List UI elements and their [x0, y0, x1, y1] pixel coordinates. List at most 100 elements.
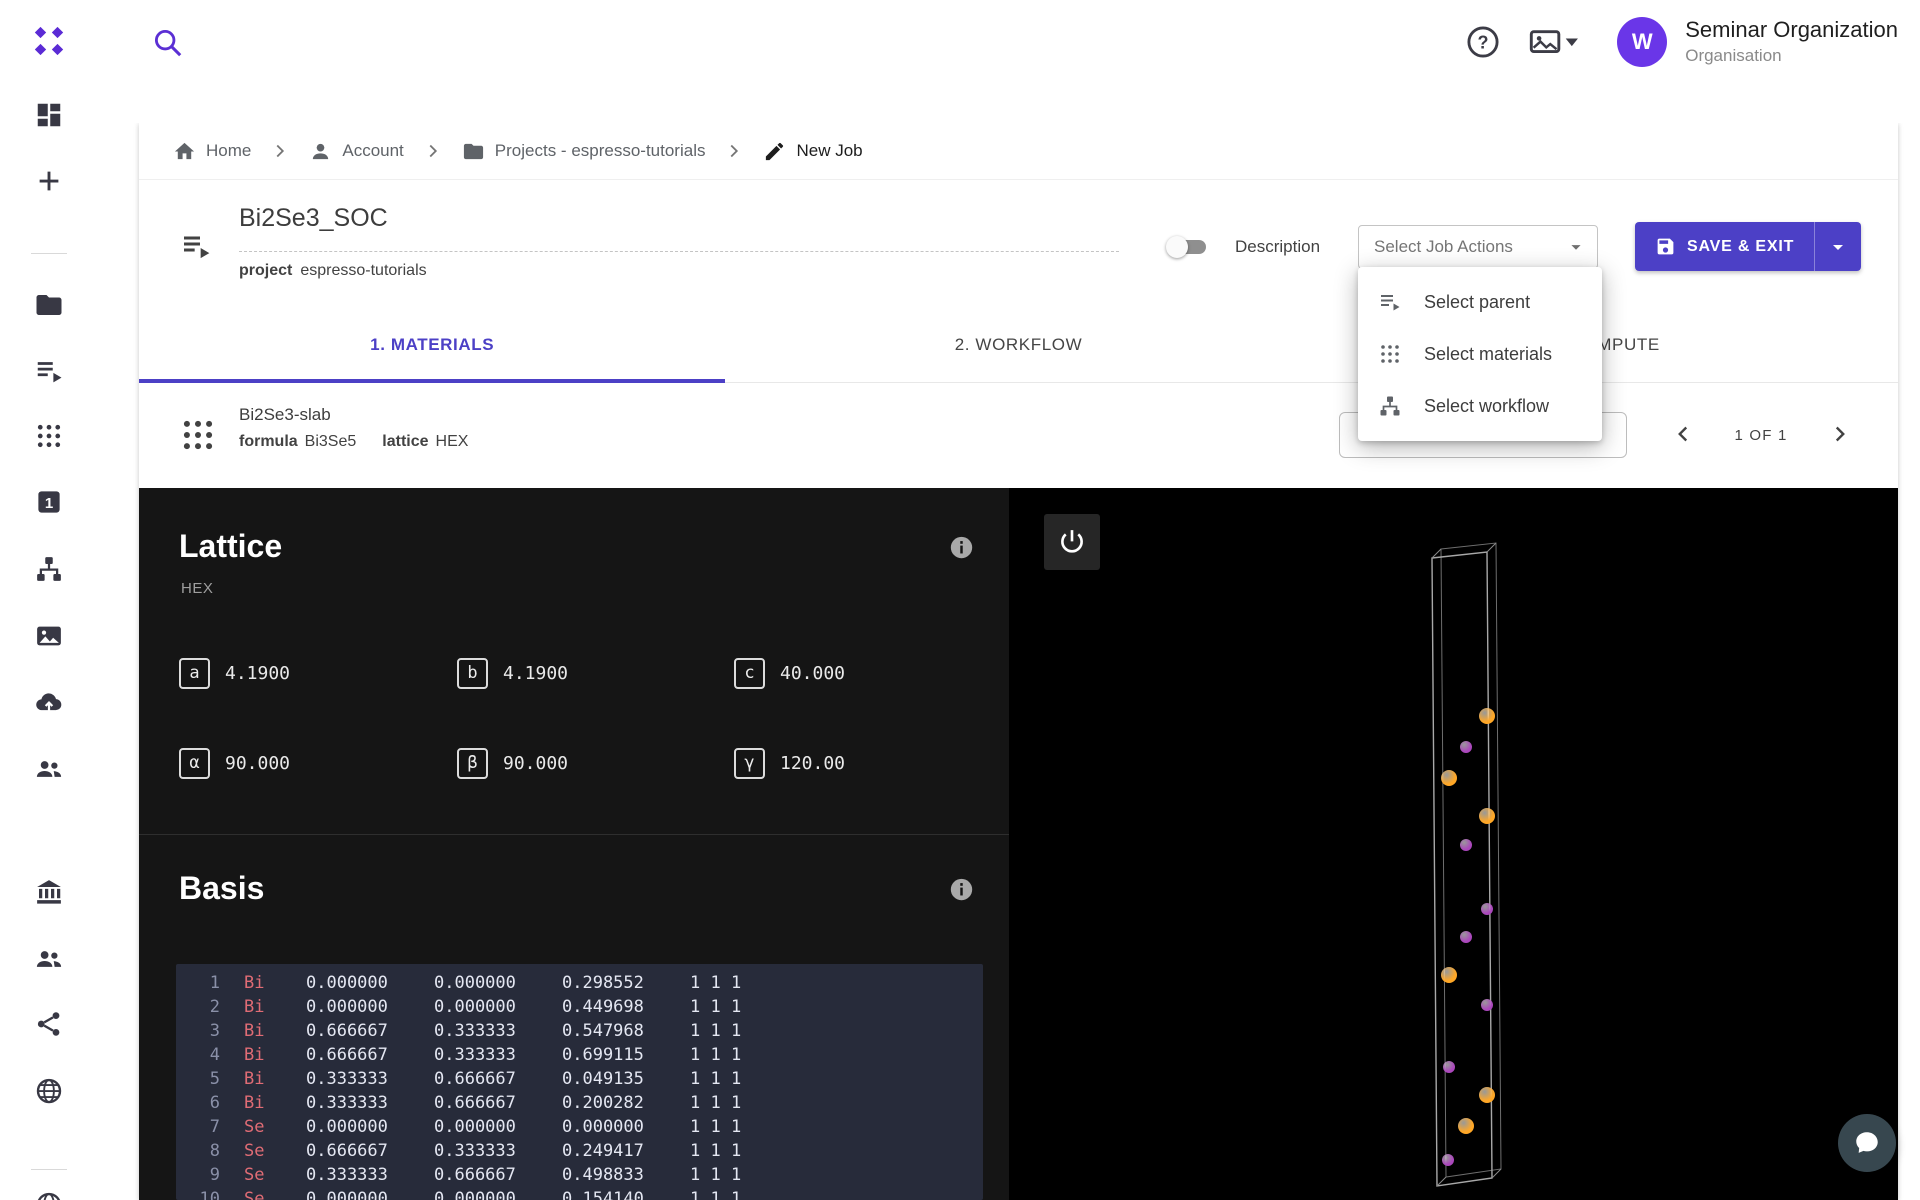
element-symbol: Bi — [244, 1021, 265, 1041]
avatar-letter: W — [1631, 29, 1653, 54]
share-icon[interactable] — [34, 1009, 64, 1039]
purple-atom[interactable] — [1481, 999, 1493, 1011]
caret-down-icon — [1571, 245, 1581, 250]
team-icon[interactable] — [34, 754, 64, 784]
organization-bank-icon[interactable] — [34, 877, 64, 907]
screenshot-menu-icon[interactable] — [1529, 24, 1581, 60]
images-icon[interactable] — [34, 621, 64, 651]
caret-down-icon — [1833, 244, 1844, 250]
chevron-right-icon — [276, 144, 285, 158]
select-workflow-icon — [1380, 396, 1400, 416]
users-icon[interactable] — [34, 944, 64, 974]
purple-atom[interactable] — [1460, 931, 1472, 943]
lattice-field-a[interactable]: a 4.1900 — [179, 655, 290, 691]
line-number: 3 — [209, 1021, 220, 1041]
basis-row: 8 Se 0.666667 0.333333 0.249417 1 1 1 — [176, 1139, 983, 1163]
breadcrumb-account[interactable]: Account — [309, 140, 404, 163]
materials-icon[interactable] — [34, 421, 64, 451]
lattice-value-input[interactable]: 90.000 — [225, 752, 291, 774]
workflows-icon[interactable] — [34, 554, 64, 584]
constraint-flags: 1 1 1 — [690, 973, 742, 993]
element-symbol: Se — [244, 1189, 265, 1200]
orange-atom[interactable] — [1479, 808, 1495, 824]
select-job-actions-label: Select Job Actions — [1374, 237, 1513, 256]
tab-workflow[interactable]: 2. WORKFLOW — [725, 308, 1311, 382]
basis-code-editor[interactable]: 1 Bi 0.000000 0.000000 0.298552 1 1 1 2 Bi 0.000… — [176, 964, 983, 1200]
lattice-field-gamma[interactable]: γ 120.00 — [734, 745, 845, 781]
constraint-flags: 1 1 1 — [690, 1117, 742, 1137]
projects-folder-icon[interactable] — [34, 290, 64, 320]
orange-atom[interactable] — [1441, 967, 1457, 983]
world-icon[interactable] — [34, 1190, 64, 1200]
purple-atom[interactable] — [1442, 1154, 1454, 1166]
lattice-field-b[interactable]: b 4.1900 — [457, 655, 568, 691]
element-symbol: Se — [244, 1165, 265, 1185]
orange-atom[interactable] — [1441, 770, 1457, 786]
counter-badge-icon[interactable]: 1 — [34, 487, 64, 517]
lattice-symbol: a — [179, 657, 210, 689]
chat-launcher-button[interactable] — [1838, 1114, 1896, 1172]
lattice-field-beta[interactable]: β 90.000 — [457, 745, 568, 781]
tab-materials[interactable]: 1. MATERIALS — [139, 308, 726, 383]
lattice-value-input[interactable]: 4.1900 — [503, 662, 569, 684]
lattice-symbol: β — [457, 747, 488, 779]
menu-item-select-workflow[interactable]: Select workflow — [1358, 380, 1602, 432]
breadcrumb-new-job[interactable]: New Job — [763, 140, 863, 163]
orange-atom[interactable] — [1479, 1087, 1495, 1103]
breadcrumb-project[interactable]: Projects - espresso-tutorials — [462, 140, 705, 163]
coord-y: 0.333333 — [434, 1141, 516, 1161]
avatar[interactable]: W — [1617, 17, 1668, 67]
material-name[interactable]: Bi2Se3-slab — [239, 405, 331, 424]
coord-y: 0.333333 — [434, 1045, 516, 1065]
help-icon[interactable]: ? — [1465, 24, 1501, 60]
basis-row: 7 Se 0.000000 0.000000 0.000000 1 1 1 — [176, 1115, 983, 1139]
dashboard-icon[interactable] — [34, 100, 64, 130]
purple-atom[interactable] — [1460, 741, 1472, 753]
web-globe-icon[interactable] — [34, 1076, 64, 1106]
viewer-power-icon[interactable] — [1044, 514, 1100, 570]
coord-x: 0.000000 — [306, 997, 388, 1017]
orange-atom[interactable] — [1458, 1118, 1474, 1134]
save-options-caret[interactable] — [1814, 222, 1862, 271]
job-title[interactable]: Bi2Se3_SOC — [239, 204, 388, 232]
lattice-value-input[interactable]: 40.000 — [780, 662, 846, 684]
project-line: project espresso-tutorials — [239, 262, 427, 280]
app-logo-icon[interactable] — [32, 24, 66, 58]
save-split-button: SAVE & EXIT — [1635, 222, 1862, 271]
previous-material-button[interactable] — [1661, 413, 1705, 457]
save-exit-button[interactable]: SAVE & EXIT — [1635, 222, 1815, 271]
structure-3d-viewer[interactable] — [1009, 488, 1898, 1200]
coord-z: 0.200282 — [562, 1093, 644, 1113]
select-job-actions-button[interactable]: Select Job Actions — [1358, 225, 1598, 269]
element-symbol: Bi — [244, 1093, 265, 1113]
chevron-right-icon — [429, 144, 437, 158]
lattice-value-input[interactable]: 4.1900 — [225, 662, 291, 684]
constraint-flags: 1 1 1 — [690, 1021, 742, 1041]
job-header: Bi2Se3_SOC project espresso-tutorials Des… — [139, 180, 1898, 308]
purple-atom[interactable] — [1481, 903, 1493, 915]
orange-atom[interactable] — [1479, 708, 1495, 724]
lattice-field-c[interactable]: c 40.000 — [734, 655, 845, 691]
search-icon[interactable] — [151, 26, 185, 60]
lattice-value-input[interactable]: 120.00 — [780, 752, 846, 774]
basis-info-icon[interactable] — [948, 876, 975, 903]
formula-label: formula — [239, 433, 298, 450]
lattice-field-alpha[interactable]: α 90.000 — [179, 745, 290, 781]
constraint-flags: 1 1 1 — [690, 1069, 742, 1089]
menu-item-select-parent[interactable]: Select parent — [1358, 276, 1602, 328]
menu-item-label: Select parent — [1424, 291, 1531, 312]
create-new-icon[interactable] — [34, 166, 64, 196]
description-toggle[interactable] — [1166, 236, 1210, 258]
coord-z: 0.547968 — [562, 1021, 644, 1041]
purple-atom[interactable] — [1443, 1061, 1455, 1073]
next-material-button[interactable] — [1818, 413, 1862, 457]
purple-atom[interactable] — [1460, 839, 1472, 851]
cloud-upload-icon[interactable] — [34, 687, 64, 717]
menu-item-label: Select workflow — [1424, 395, 1550, 416]
org-name[interactable]: Seminar Organization — [1685, 16, 1898, 42]
breadcrumb-home[interactable]: Home — [173, 140, 251, 163]
jobs-icon[interactable] — [34, 356, 64, 386]
lattice-value-input[interactable]: 90.000 — [503, 752, 569, 774]
menu-item-select-materials[interactable]: Select materials — [1358, 328, 1602, 380]
lattice-info-icon[interactable] — [948, 534, 975, 561]
